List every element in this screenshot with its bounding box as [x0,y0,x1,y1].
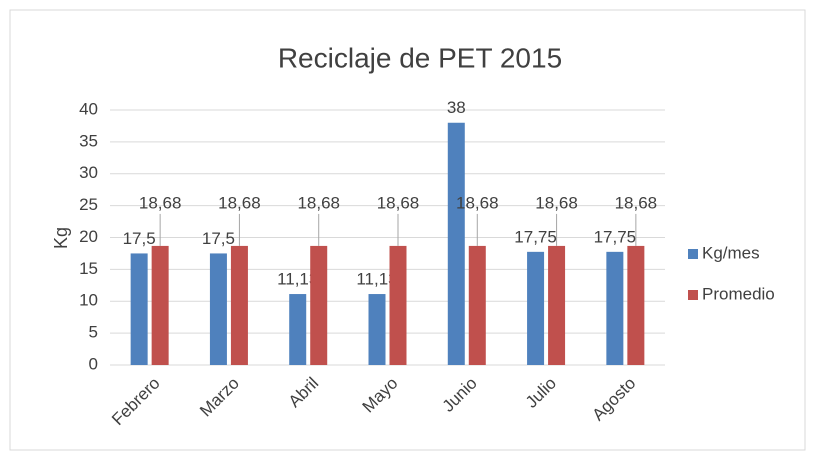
y-tick-label: 0 [89,354,98,373]
data-label: 11,13 [277,270,318,289]
bar [627,245,645,365]
legend-label: Promedio [702,284,775,303]
bar [230,245,248,365]
bar [468,245,486,365]
bar [606,251,624,365]
data-label: 18,68 [456,193,499,212]
y-tick-label: 15 [79,259,98,278]
legend-marker [688,249,698,259]
bar [151,245,169,365]
y-tick-label: 40 [79,99,98,118]
y-tick-label: 25 [79,195,98,214]
data-label: 17,75 [514,227,557,246]
bar [130,253,148,365]
bar [548,245,566,365]
legend-label: Kg/mes [702,243,760,262]
data-label: 17,75 [594,227,637,246]
bar [310,245,328,365]
bar [447,122,465,365]
bar [368,294,386,365]
y-axis-label: Kg [51,227,71,249]
y-tick-label: 10 [79,291,98,310]
data-label: 18,68 [615,193,658,212]
y-tick-label: 20 [79,227,98,246]
data-label: 17,5 [123,229,156,248]
data-label: 18,68 [139,193,182,212]
data-label: 18,68 [297,193,340,212]
bar [209,253,227,365]
data-label: 11,13 [356,270,397,289]
bar [527,251,545,365]
y-tick-label: 35 [79,131,98,150]
chart-frame [9,9,806,451]
data-label: 18,68 [377,193,420,212]
data-label: 17,5 [202,229,235,248]
chart-title: Reciclaje de PET 2015 [278,42,562,73]
bar [289,294,307,365]
data-label: 38 [447,98,466,117]
bar [389,245,407,365]
data-label: 18,68 [218,193,261,212]
y-tick-label: 5 [89,323,98,342]
y-tick-label: 30 [79,163,98,182]
data-label: 18,68 [535,193,578,212]
legend-marker [688,290,698,300]
